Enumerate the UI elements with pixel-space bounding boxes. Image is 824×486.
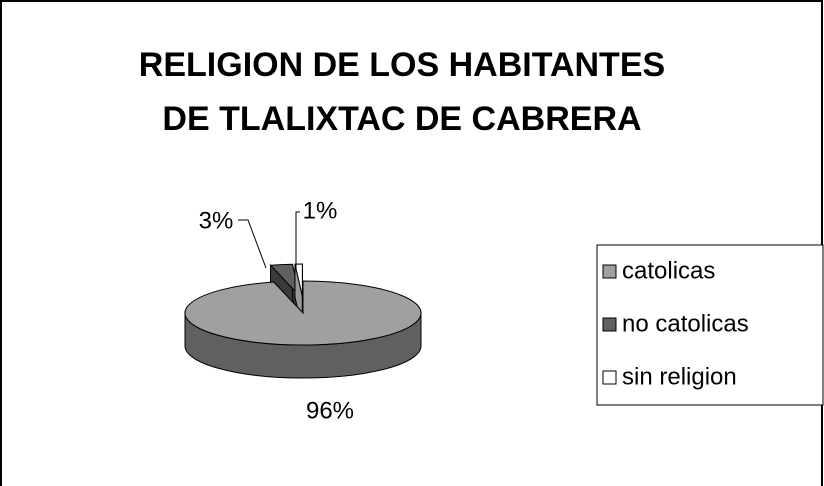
leader-line — [238, 219, 267, 269]
legend: catolicas no catolicas sin religion — [602, 257, 749, 390]
pie-slice — [184, 280, 422, 379]
slice-top — [269, 263, 301, 298]
leader-line — [295, 211, 300, 270]
legend-swatch — [602, 370, 617, 385]
chart-title: RELIGION DE LOS HABITANTES DE TLALIXTAC … — [138, 46, 666, 138]
data-label: 1% — [303, 197, 338, 224]
legend-label: no catolicas — [622, 310, 749, 337]
data-label: 3% — [199, 207, 234, 234]
legend-label: catolicas — [622, 257, 715, 284]
legend-swatch — [602, 317, 617, 332]
legend-label: sin religion — [622, 363, 737, 390]
slice-top — [294, 263, 303, 297]
legend-swatch — [602, 264, 617, 279]
pie: 96% 3% 1% — [184, 197, 422, 424]
data-label: 96% — [306, 397, 354, 424]
legend-box — [596, 244, 824, 406]
slice-top — [184, 280, 422, 346]
